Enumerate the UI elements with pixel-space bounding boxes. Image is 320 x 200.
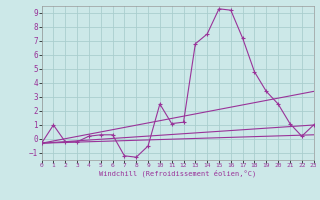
X-axis label: Windchill (Refroidissement éolien,°C): Windchill (Refroidissement éolien,°C) (99, 170, 256, 177)
